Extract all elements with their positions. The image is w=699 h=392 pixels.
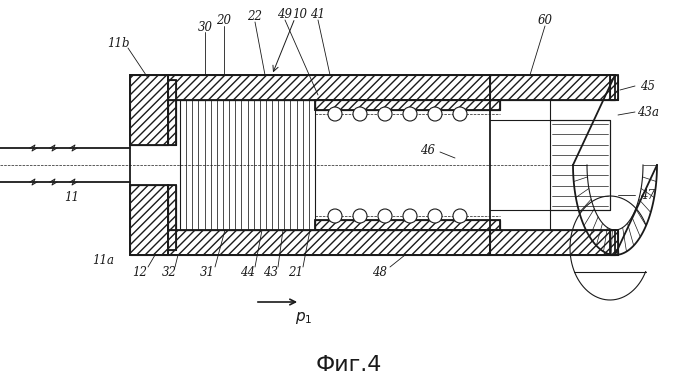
Circle shape: [378, 209, 392, 223]
Text: 60: 60: [538, 13, 552, 27]
Circle shape: [453, 209, 467, 223]
Bar: [490, 75, 615, 100]
Text: 47: 47: [640, 189, 656, 201]
Circle shape: [353, 107, 367, 121]
Circle shape: [328, 107, 342, 121]
Text: 46: 46: [421, 143, 435, 156]
Bar: [490, 230, 615, 255]
Circle shape: [328, 209, 342, 223]
Bar: [490, 75, 615, 100]
Text: 44: 44: [240, 265, 256, 278]
Text: 43a: 43a: [637, 105, 659, 118]
Bar: [610, 75, 618, 100]
Text: 43: 43: [264, 265, 278, 278]
Bar: [550, 120, 610, 210]
Text: 10: 10: [292, 7, 308, 20]
Bar: [130, 185, 168, 255]
Text: 21: 21: [289, 265, 303, 278]
Text: 20: 20: [217, 13, 231, 27]
Text: Фиг.4: Фиг.4: [316, 355, 382, 375]
Bar: [168, 230, 490, 255]
Text: 11: 11: [64, 191, 80, 203]
Bar: [130, 75, 168, 145]
Circle shape: [403, 209, 417, 223]
Circle shape: [403, 107, 417, 121]
Text: $p_1$: $p_1$: [295, 310, 312, 326]
Circle shape: [428, 107, 442, 121]
Bar: [610, 75, 618, 100]
Bar: [168, 80, 176, 145]
Bar: [490, 230, 615, 255]
Text: 48: 48: [373, 265, 387, 278]
Text: 12: 12: [133, 265, 147, 278]
Bar: [130, 75, 168, 145]
Bar: [315, 220, 500, 230]
Circle shape: [378, 107, 392, 121]
Bar: [315, 220, 500, 230]
Bar: [168, 75, 490, 100]
Text: 11a: 11a: [92, 254, 114, 267]
Text: 31: 31: [199, 265, 215, 278]
Circle shape: [353, 209, 367, 223]
Text: 32: 32: [161, 265, 177, 278]
Text: 49: 49: [278, 7, 292, 20]
Text: 11b: 11b: [107, 36, 129, 49]
Bar: [168, 185, 176, 250]
Circle shape: [428, 209, 442, 223]
Bar: [315, 100, 500, 110]
Bar: [168, 80, 176, 145]
Text: 22: 22: [247, 9, 263, 22]
Bar: [168, 185, 176, 250]
Circle shape: [453, 107, 467, 121]
Bar: [168, 230, 490, 255]
Bar: [610, 230, 618, 255]
Text: 41: 41: [310, 7, 326, 20]
Bar: [610, 230, 618, 255]
Text: 45: 45: [640, 80, 656, 93]
Bar: [130, 185, 168, 255]
Bar: [168, 75, 490, 100]
Bar: [315, 100, 500, 110]
Text: 30: 30: [198, 20, 212, 33]
